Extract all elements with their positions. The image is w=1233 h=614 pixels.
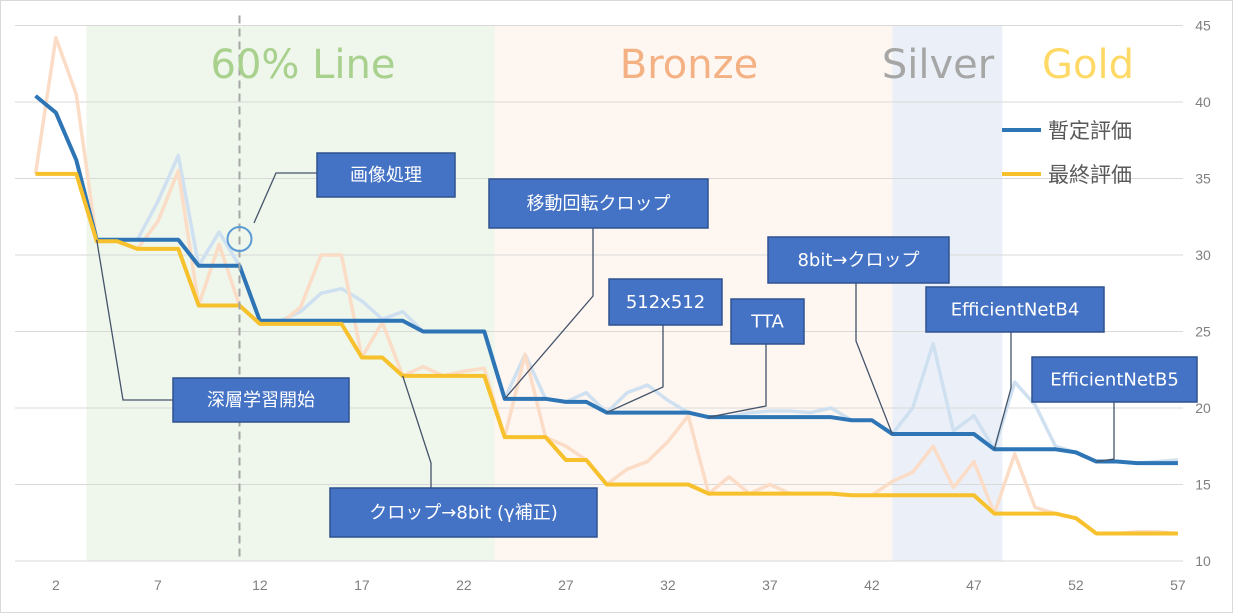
zone-label-2: Silver: [882, 42, 995, 88]
x-tick-label-9: 47: [966, 577, 982, 593]
annotation-callout-2: 移動回転クロップ: [488, 178, 709, 229]
callout-label-5: TTA: [750, 312, 784, 333]
callout-box-1: [172, 377, 350, 423]
x-tick-label-0: 2: [52, 577, 60, 593]
callout-label-1: 深層学習開始: [207, 390, 315, 411]
zone-labels: 60% Line Bronze Silver Gold: [211, 42, 1134, 88]
callout-box-7: [925, 286, 1105, 333]
callout-label-3: クロップ→8bit (γ補正): [369, 503, 557, 524]
x-tick-label-7: 37: [762, 577, 778, 593]
callout-label-8: EfficientNetB5: [1050, 370, 1179, 391]
zone-band-0: [86, 25, 495, 561]
annotation-callout-8: EfficientNetB5: [1031, 356, 1198, 403]
zone-label-3: Gold: [1042, 42, 1134, 88]
y-tick-label-7: 45: [1195, 18, 1211, 34]
x-tick-label-4: 22: [456, 577, 472, 593]
leader-line-2: [504, 228, 594, 400]
leader-line-4: [606, 325, 664, 414]
annotation-callout-4: 512x512: [608, 278, 723, 326]
callout-label-2: 移動回転クロップ: [527, 194, 671, 215]
leader-line-8: [1096, 402, 1115, 463]
zone-label-1: Bronze: [620, 42, 758, 88]
annotation-callout-0: 画像処理: [316, 152, 456, 198]
leader-line-5: [708, 344, 767, 418]
callout-box-6: [767, 236, 950, 284]
x-tick-label-6: 32: [660, 577, 676, 593]
annotation-callout-6: 8bit→クロップ: [767, 236, 950, 284]
annotation-leaders: [96, 172, 1115, 488]
y-tick-label-0: 10: [1195, 553, 1211, 569]
leader-line-0: [253, 172, 317, 224]
x-tick-label-3: 17: [354, 577, 370, 593]
y-tick-label-4: 30: [1195, 247, 1211, 263]
x-tick-label-5: 27: [558, 577, 574, 593]
y-tick-label-2: 20: [1195, 400, 1211, 416]
annotation-callout-1: 深層学習開始: [172, 377, 350, 423]
y-tick-label-5: 35: [1195, 171, 1211, 187]
zone-label-0: 60% Line: [211, 42, 396, 88]
highlight-circle: [226, 226, 253, 252]
x-tick-label-11: 57: [1170, 577, 1186, 593]
callout-label-6: 8bit→クロップ: [797, 250, 919, 271]
legend-label-1: 最終評価: [1048, 163, 1132, 187]
annotation-callout-5: TTA: [730, 298, 805, 345]
y-tick-label-1: 15: [1195, 477, 1211, 493]
callout-box-3: [329, 487, 598, 538]
x-tick-label-2: 12: [252, 577, 268, 593]
zones-layer: [86, 25, 1003, 561]
y-tick-label-3: 25: [1195, 324, 1211, 340]
callout-label-0: 画像処理: [350, 165, 422, 186]
leader-line-1: [96, 239, 173, 401]
callout-box-4: [608, 278, 723, 326]
leader-line-3: [402, 375, 432, 488]
annotation-callout-3: クロップ→8bit (γ補正): [329, 487, 598, 538]
leader-line-6: [855, 283, 893, 435]
x-tick-label-8: 42: [864, 577, 880, 593]
leader-line-7: [993, 332, 1012, 450]
callout-box-5: [730, 298, 805, 345]
step-series-1: [35, 171, 1178, 536]
callout-label-7: EfficientNetB4: [951, 300, 1080, 321]
callout-box-8: [1031, 356, 1198, 403]
x-tick-label-10: 52: [1068, 577, 1084, 593]
y-tick-label-6: 40: [1195, 94, 1211, 110]
callout-box-2: [488, 178, 709, 229]
annotation-callout-7: EfficientNetB4: [925, 286, 1105, 333]
callout-box-0: [316, 152, 456, 198]
callout-label-4: 512x512: [626, 292, 705, 313]
legend-label-0: 暫定評価: [1048, 119, 1132, 143]
x-tick-label-1: 7: [154, 577, 162, 593]
